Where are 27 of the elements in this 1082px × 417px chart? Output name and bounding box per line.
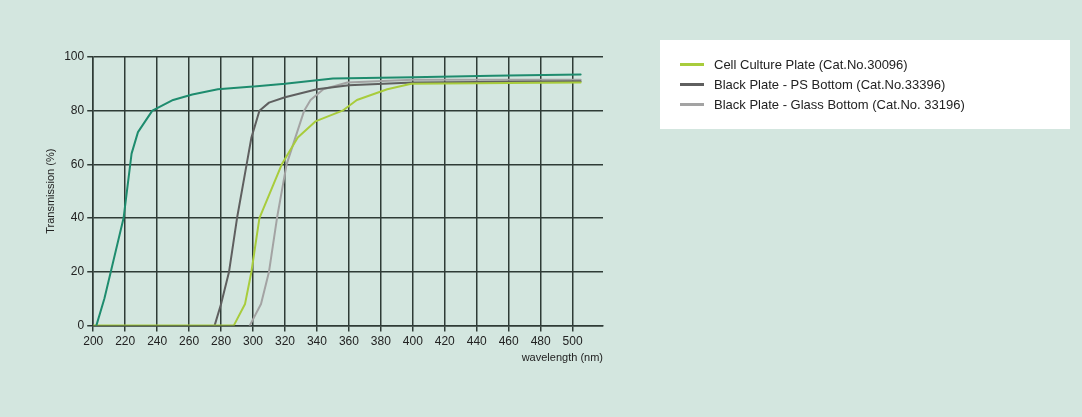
x-tick-label: 400 [402, 333, 424, 348]
x-tick-label: 240 [147, 333, 168, 348]
x-tick-label: 440 [466, 333, 488, 348]
x-tick-label: 260 [179, 333, 200, 348]
y-axis-title: Transmission (%) [43, 148, 56, 234]
x-tick-label: 280 [211, 333, 232, 348]
y-tick-label: 0 [77, 317, 85, 332]
x-tick-label: 300 [243, 333, 264, 348]
x-tick-label: 420 [434, 333, 456, 348]
x-tick-label: 220 [115, 333, 136, 348]
x-tick-label: 320 [274, 333, 296, 348]
y-tick-label: 100 [64, 49, 85, 64]
x-tick-label: 360 [338, 333, 360, 348]
legend-label: Black Plate - Glass Bottom (Cat.No. 33196) [714, 97, 965, 112]
y-tick-label: 60 [70, 156, 85, 171]
legend-label: Cell Culture Plate (Cat.No.30096) [714, 57, 908, 72]
y-tick-label: 40 [70, 210, 85, 225]
x-tick-label: 460 [498, 333, 520, 348]
y-tick-label: 20 [70, 264, 85, 279]
x-tick-label: 200 [83, 333, 104, 348]
x-tick-label: 340 [306, 333, 328, 348]
x-axis-title: wavelength (nm) [520, 351, 603, 364]
x-tick-label: 480 [530, 333, 552, 348]
y-tick-label: 80 [70, 102, 85, 117]
x-tick-label: 500 [562, 333, 583, 348]
legend-label: Black Plate - PS Bottom (Cat.No.33396) [714, 77, 946, 92]
x-tick-label: 380 [370, 333, 392, 348]
